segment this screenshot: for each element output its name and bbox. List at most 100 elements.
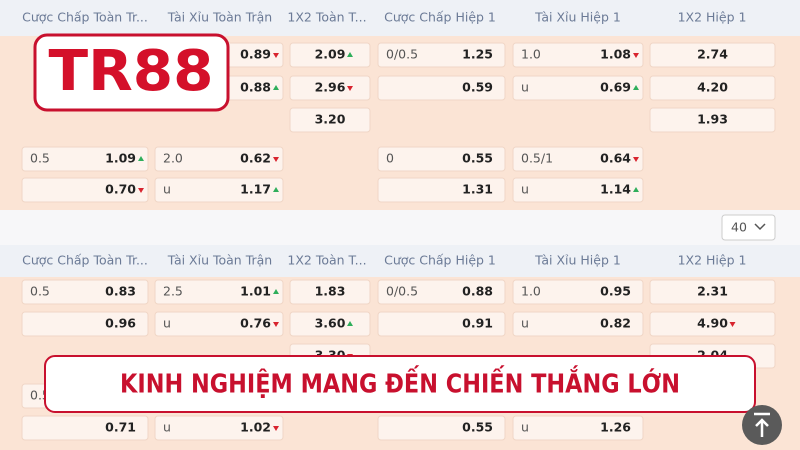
odds-value: 1.02 [240, 420, 271, 435]
trend-arrow [729, 322, 736, 327]
odds-cell[interactable] [377, 415, 506, 441]
odds-cell[interactable] [649, 107, 776, 133]
odds-cell[interactable] [154, 415, 284, 441]
odds-value: 1.01 [240, 284, 271, 299]
odds-value: 0.62 [240, 151, 271, 166]
odds-cell[interactable] [377, 279, 506, 305]
trend-arrow [633, 157, 639, 162]
odds-cell[interactable] [289, 279, 371, 305]
odds-cell[interactable] [512, 42, 644, 68]
odds-value: 2.74 [697, 47, 728, 62]
odds-cell[interactable] [21, 146, 149, 172]
page-size-select[interactable] [721, 214, 776, 241]
odds-cell[interactable] [649, 42, 776, 68]
odds-cell[interactable] [377, 42, 506, 68]
odds-cell[interactable] [21, 415, 149, 441]
header-bar [0, 0, 800, 36]
odds-value: 0.76 [240, 316, 271, 331]
odds-cell[interactable] [154, 146, 284, 172]
trend-arrow [347, 52, 353, 57]
odds-value: 2.96 [315, 80, 346, 95]
odds-cell[interactable] [512, 75, 644, 101]
handicap-line: 1.0 [521, 284, 541, 299]
odds-cell[interactable] [154, 177, 284, 203]
handicap-line: 0.5/1 [521, 151, 553, 166]
scroll-top-icon [754, 412, 770, 437]
column-header: Cược Chấp Hiệp 1 [384, 10, 496, 25]
odds-value: 0.64 [600, 151, 631, 166]
odds-value: 3.20 [315, 112, 346, 127]
odds-cell[interactable] [377, 146, 506, 172]
trend-arrow [273, 426, 279, 431]
odds-cell[interactable] [512, 311, 644, 337]
odds-value: 4.20 [697, 80, 728, 95]
odds-cell[interactable] [289, 42, 371, 68]
handicap-line: 0.5 [30, 284, 50, 299]
handicap-line: 1.0 [521, 47, 541, 62]
odds-value: 1.17 [240, 182, 271, 197]
odds-cell[interactable] [512, 146, 644, 172]
page-size-value: 40 [731, 220, 747, 235]
odds-value: 2.31 [697, 284, 728, 299]
trend-arrow [138, 188, 144, 193]
handicap-line: u [521, 420, 529, 435]
odds-cell[interactable] [649, 75, 776, 101]
odds-cell[interactable] [289, 75, 371, 101]
odds-cell[interactable] [649, 311, 776, 337]
odds-cell[interactable] [377, 75, 506, 101]
trend-arrow [273, 289, 279, 294]
banner-box [44, 355, 756, 413]
column-header: 1X2 Toàn T... [287, 10, 366, 25]
odds-value: 1.26 [600, 420, 631, 435]
column-header: Tài Xỉu Hiệp 1 [534, 253, 621, 268]
handicap-line: 0.5 [30, 151, 50, 166]
odds-cell[interactable] [21, 279, 149, 305]
odds-value: 2.09 [315, 47, 346, 62]
odds-cell[interactable] [154, 279, 284, 305]
chevron [754, 223, 766, 231]
column-header: 1X2 Hiệp 1 [678, 10, 747, 25]
odds-cell[interactable] [289, 311, 371, 337]
header-bar [0, 245, 800, 277]
odds-cell[interactable] [649, 279, 776, 305]
odds-value: 1.93 [697, 112, 728, 127]
odds-cell[interactable] [154, 311, 284, 337]
odds-value: 0.95 [600, 284, 631, 299]
odds-cell[interactable] [377, 177, 506, 203]
overlay: TR88 KINH NGHIỆM MANG ĐẾN CHIẾN THẮNG LỚN [33, 33, 782, 445]
odds-cell[interactable] [512, 177, 644, 203]
trend-arrow [347, 321, 353, 326]
handicap-line: 0/0.5 [386, 47, 418, 62]
column-header: Tài Xỉu Toàn Trận [167, 10, 272, 25]
handicap-line: 0 [386, 151, 394, 166]
trend-arrow [347, 86, 353, 91]
pager-strip [0, 210, 800, 245]
odds-cell[interactable] [289, 107, 371, 133]
trend-arrow [273, 53, 279, 58]
odds-value: 0.96 [105, 316, 136, 331]
odds-value: 0.69 [600, 80, 631, 95]
odds-cell[interactable] [377, 311, 506, 337]
odds-value: 1.08 [600, 47, 631, 62]
column-header: Cược Chấp Toàn Tr... [22, 10, 148, 25]
odds-cell[interactable] [21, 311, 149, 337]
trend-arrow [633, 53, 639, 58]
trend-arrow [273, 322, 279, 327]
odds-value: 0.70 [105, 182, 136, 197]
odds-cell[interactable] [21, 177, 149, 203]
handicap-line: u [521, 182, 529, 197]
odds-value: 1.83 [315, 284, 346, 299]
odds-value: 1.14 [600, 182, 631, 197]
handicap-line: u [163, 316, 171, 331]
odds-value: 1.25 [462, 47, 493, 62]
odds-value: 4.90 [697, 316, 728, 331]
handicap-line: 2.5 [163, 284, 183, 299]
column-header: Cược Chấp Hiệp 1 [384, 253, 496, 268]
column-header: 1X2 Hiệp 1 [678, 253, 747, 268]
odds-cell[interactable] [512, 415, 644, 441]
odds-cell[interactable] [512, 279, 644, 305]
odds-value: 0.88 [462, 284, 493, 299]
logo-box [33, 33, 230, 112]
